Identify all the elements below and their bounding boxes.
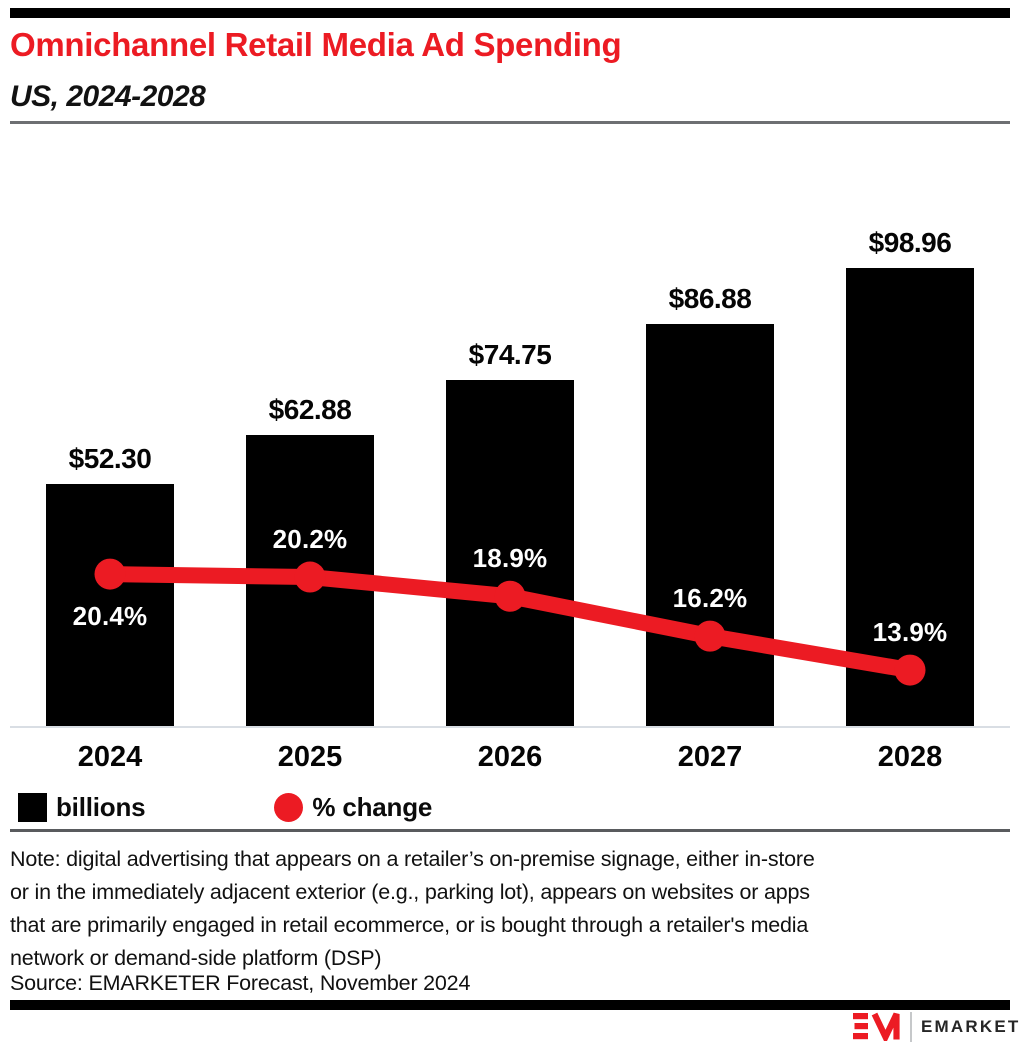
page-subtitle: US, 2024-2028 (10, 80, 206, 113)
emarketer-monogram-icon (853, 1012, 900, 1041)
note-line: or in the immediately adjacent exterior … (10, 880, 810, 904)
legend-line-label: % change (312, 791, 433, 822)
x-axis-tick-label: 2024 (77, 741, 143, 773)
bottom-accent-bar (10, 1000, 1010, 1010)
bar-2027 (646, 323, 774, 726)
x-axis-tick-label: 2025 (277, 741, 343, 773)
note-line: network or demand-side platform (DSP) (10, 946, 382, 970)
logo-divider (910, 1011, 912, 1042)
top-accent-bar (10, 8, 1010, 18)
bar-value-label: $62.88 (268, 394, 352, 425)
pct-change-label: 13.9% (872, 617, 948, 648)
data-point-dot-2024 (94, 558, 126, 590)
x-axis-tick-label: 2028 (877, 741, 943, 773)
pct-change-label: 20.4% (72, 601, 148, 632)
bar-2024 (46, 483, 174, 726)
note-text: Note: digital advertising that appears o… (10, 843, 815, 975)
source-text: Source: EMARKETER Forecast, November 202… (10, 971, 471, 995)
legend-line-swatch-icon (274, 792, 304, 822)
legend-bar-label: billions (56, 791, 146, 822)
page-title: Omnichannel Retail Media Ad Spending (10, 26, 622, 63)
pct-change-label: 18.9% (472, 543, 548, 574)
logo-wordmark: EMARKETER (921, 1017, 1020, 1036)
data-point-dot-2025 (294, 561, 326, 593)
note-line: Note: digital advertising that appears o… (10, 847, 815, 871)
data-point-dot-2027 (694, 620, 726, 652)
bar-value-label: $98.96 (868, 227, 952, 259)
bar-value-label: $52.30 (68, 442, 152, 474)
bar-2028 (846, 268, 974, 726)
data-point-dot-2028 (894, 654, 926, 686)
emarketer-logo: EMARKETER (853, 1011, 1020, 1042)
legend: billions % change (18, 791, 432, 823)
bar-value-label: $74.75 (468, 339, 552, 371)
pct-change-label: 20.2% (272, 524, 348, 555)
legend-bar-swatch-icon (18, 792, 47, 822)
x-axis-line (10, 726, 1010, 728)
bar-value-label: $86.88 (668, 282, 752, 314)
pct-change-label: 16.2% (672, 583, 748, 614)
x-axis-tick-label: 2027 (677, 741, 743, 773)
bar-2026 (446, 380, 574, 726)
header-divider (10, 121, 1010, 124)
data-point-dot-2026 (494, 580, 526, 612)
note-divider (10, 829, 1010, 832)
note-line: that are primarily engaged in retail eco… (10, 913, 809, 937)
x-axis-tick-label: 2026 (477, 741, 543, 773)
